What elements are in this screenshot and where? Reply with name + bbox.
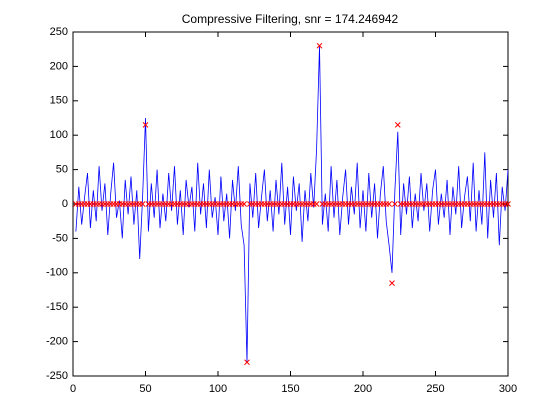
y-tick-label: -150 bbox=[46, 301, 68, 313]
y-tick-label: -100 bbox=[46, 267, 68, 279]
x-tick-label: 0 bbox=[70, 383, 76, 395]
y-tick-label: 100 bbox=[50, 129, 68, 141]
marker bbox=[505, 201, 511, 207]
x-tick-label: 50 bbox=[139, 383, 151, 395]
x-tick-label: 150 bbox=[281, 383, 299, 395]
x-tick-label: 200 bbox=[354, 383, 372, 395]
marker bbox=[244, 359, 250, 366]
y-tick-label: -250 bbox=[46, 370, 68, 382]
x-tick-label: 250 bbox=[426, 383, 444, 395]
marker bbox=[139, 201, 146, 207]
marker bbox=[389, 280, 395, 286]
marker bbox=[316, 42, 323, 49]
y-tick-label: 50 bbox=[56, 164, 68, 176]
y-tick-label: 250 bbox=[50, 26, 68, 38]
y-tick-label: 150 bbox=[50, 95, 68, 107]
y-tick-label: -50 bbox=[52, 232, 68, 244]
y-tick-label: 0 bbox=[62, 198, 68, 210]
marker bbox=[142, 122, 149, 128]
y-tick-label: -200 bbox=[46, 336, 68, 348]
chart-title: Compressive Filtering, snr = 174.246942 bbox=[182, 12, 399, 26]
x-tick-label: 300 bbox=[499, 383, 517, 395]
marker bbox=[386, 201, 392, 207]
marker bbox=[313, 201, 320, 207]
marker bbox=[394, 122, 401, 128]
x-tick-label: 100 bbox=[209, 383, 227, 395]
marker bbox=[241, 201, 247, 207]
y-tick-label: 200 bbox=[50, 60, 68, 72]
marker bbox=[392, 201, 398, 207]
